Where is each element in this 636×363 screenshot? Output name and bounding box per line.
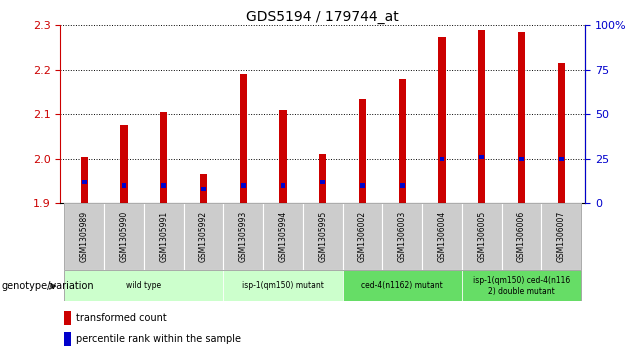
Bar <box>82 180 86 184</box>
Bar <box>81 156 88 203</box>
Bar <box>541 203 581 270</box>
Bar <box>559 156 563 161</box>
Text: GSM1305992: GSM1305992 <box>199 211 208 262</box>
Text: GSM1306005: GSM1306005 <box>477 211 487 262</box>
Bar <box>223 203 263 270</box>
Bar <box>64 203 104 270</box>
Bar <box>319 154 326 203</box>
Bar <box>462 203 502 270</box>
Bar <box>241 183 245 188</box>
Bar <box>399 79 406 203</box>
Bar <box>439 156 445 161</box>
Bar <box>223 270 343 301</box>
Bar <box>519 156 524 161</box>
Text: GSM1306004: GSM1306004 <box>438 211 446 262</box>
Bar <box>478 30 485 203</box>
Bar <box>279 110 287 203</box>
Bar <box>240 74 247 203</box>
Bar <box>360 183 365 188</box>
Bar <box>382 203 422 270</box>
Text: percentile rank within the sample: percentile rank within the sample <box>76 334 241 344</box>
Bar <box>200 174 207 203</box>
Bar <box>462 270 581 301</box>
Bar <box>64 311 71 325</box>
Bar <box>438 37 446 203</box>
Bar <box>162 183 166 188</box>
Bar <box>160 112 167 203</box>
Bar <box>422 203 462 270</box>
Text: isp-1(qm150) ced-4(n116
2) double mutant: isp-1(qm150) ced-4(n116 2) double mutant <box>473 276 570 295</box>
Text: GSM1305994: GSM1305994 <box>279 211 287 262</box>
Bar <box>343 270 462 301</box>
Bar <box>343 203 382 270</box>
Bar <box>480 155 484 159</box>
Bar <box>104 203 144 270</box>
Text: GSM1305995: GSM1305995 <box>318 211 328 262</box>
Bar <box>144 203 184 270</box>
Text: GSM1305990: GSM1305990 <box>120 211 128 262</box>
Bar <box>502 203 541 270</box>
Text: transformed count: transformed count <box>76 313 167 323</box>
Title: GDS5194 / 179744_at: GDS5194 / 179744_at <box>246 11 399 24</box>
Text: GSM1306003: GSM1306003 <box>398 211 407 262</box>
Text: GSM1306007: GSM1306007 <box>556 211 566 262</box>
Text: GSM1305991: GSM1305991 <box>159 211 169 262</box>
Bar <box>184 203 223 270</box>
Bar <box>64 332 71 346</box>
Text: GSM1305993: GSM1305993 <box>238 211 248 262</box>
Bar <box>518 32 525 203</box>
Bar <box>64 270 223 301</box>
Text: isp-1(qm150) mutant: isp-1(qm150) mutant <box>242 281 324 290</box>
Bar <box>121 183 127 188</box>
Bar <box>303 203 343 270</box>
Bar <box>359 99 366 203</box>
Text: GSM1305989: GSM1305989 <box>80 211 89 262</box>
Text: genotype/variation: genotype/variation <box>1 281 94 291</box>
Text: GSM1306002: GSM1306002 <box>358 211 367 262</box>
Text: ced-4(n1162) mutant: ced-4(n1162) mutant <box>361 281 443 290</box>
Bar <box>263 203 303 270</box>
Bar <box>280 183 286 188</box>
Bar <box>120 126 128 203</box>
Text: wild type: wild type <box>127 281 162 290</box>
Bar <box>558 63 565 203</box>
Text: GSM1306006: GSM1306006 <box>517 211 526 262</box>
Bar <box>201 187 206 191</box>
Bar <box>321 180 325 184</box>
Bar <box>400 183 404 188</box>
